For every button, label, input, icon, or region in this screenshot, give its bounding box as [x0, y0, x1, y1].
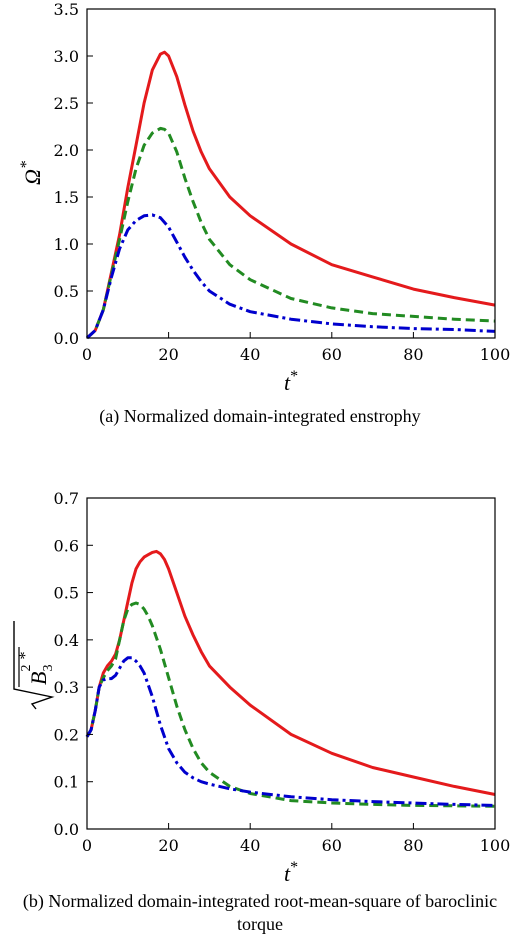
caption-a: (a) Normalized domain-integrated enstrop… [99, 406, 421, 426]
x-tick-label: 80 [403, 836, 423, 855]
y-tick-label: 1.5 [54, 188, 79, 207]
y-tick-label: 0.0 [54, 329, 79, 348]
x-tick-label: 20 [158, 345, 178, 364]
plot-frame [86, 497, 496, 830]
y-tick-label: 3.5 [54, 0, 79, 19]
y-tick-label: 0.4 [54, 631, 79, 650]
caption-b: (b) Normalized domain-integrated root-me… [0, 890, 520, 936]
x-tick-label: 100 [480, 836, 511, 855]
y-tick-label: 0.2 [54, 725, 79, 744]
enstrophy-chart: 0 20 40 60 80 100 0.0 0.5 1.0 1.5 2.0 2.5 3.0 3.5 t* Ω* [18, 0, 511, 395]
y-tick-label: 0.6 [54, 536, 79, 555]
y-tick-label: 0.5 [54, 282, 79, 301]
figure-a: 0 20 40 60 80 100 0.0 0.5 1.0 1.5 2.0 2.5 3.0 3.5 t* Ω*… [0, 0, 520, 440]
y-tick-label: 0.3 [54, 678, 79, 697]
x-tick-label: 20 [158, 836, 178, 855]
y-axis-label: B32* [13, 621, 56, 710]
y-tick-label: 1.0 [54, 235, 79, 254]
x-tick-label: 60 [322, 345, 342, 364]
series-line-1 [85, 549, 496, 796]
x-tick-label: 60 [322, 836, 342, 855]
x-tick-label: 0 [82, 836, 92, 855]
series-line-2 [85, 126, 496, 340]
series-line-2 [85, 601, 496, 808]
x-axis-label: t* [284, 859, 298, 886]
y-tick-label: 0.7 [54, 489, 79, 508]
y-tick-label: 3.0 [54, 47, 79, 66]
y-tick-label: 2.5 [54, 94, 79, 113]
y-tick-label: 0.5 [54, 584, 79, 603]
figure-b: 0 20 40 60 80 100 0.0 0.1 0.2 0.3 0.4 0.5 0.6 0.7 t* B3… [0, 480, 520, 946]
caption-b-text: (b) Normalized domain-integrated root-me… [22, 891, 498, 934]
y-tick-label: 0.0 [54, 820, 79, 839]
x-tick-label: 100 [480, 345, 511, 364]
y-tick-label: 2.0 [54, 141, 79, 160]
x-tick-label: 0 [82, 345, 92, 364]
series-line-3 [85, 656, 496, 807]
x-axis-label: t* [284, 368, 298, 395]
y-tick-label: 0.1 [54, 773, 79, 792]
plot-frame [86, 8, 496, 339]
y-axis-label: Ω* [18, 161, 45, 185]
x-tick-label: 40 [240, 836, 260, 855]
x-tick-label: 80 [403, 345, 423, 364]
x-tick-label: 40 [240, 345, 260, 364]
baroclinic-torque-chart: 0 20 40 60 80 100 0.0 0.1 0.2 0.3 0.4 0.5 0.6 0.7 t* B3… [13, 489, 511, 886]
series-line-1 [85, 50, 496, 340]
svg-text:B32*: B32* [17, 652, 56, 685]
series-line-3 [85, 213, 496, 340]
